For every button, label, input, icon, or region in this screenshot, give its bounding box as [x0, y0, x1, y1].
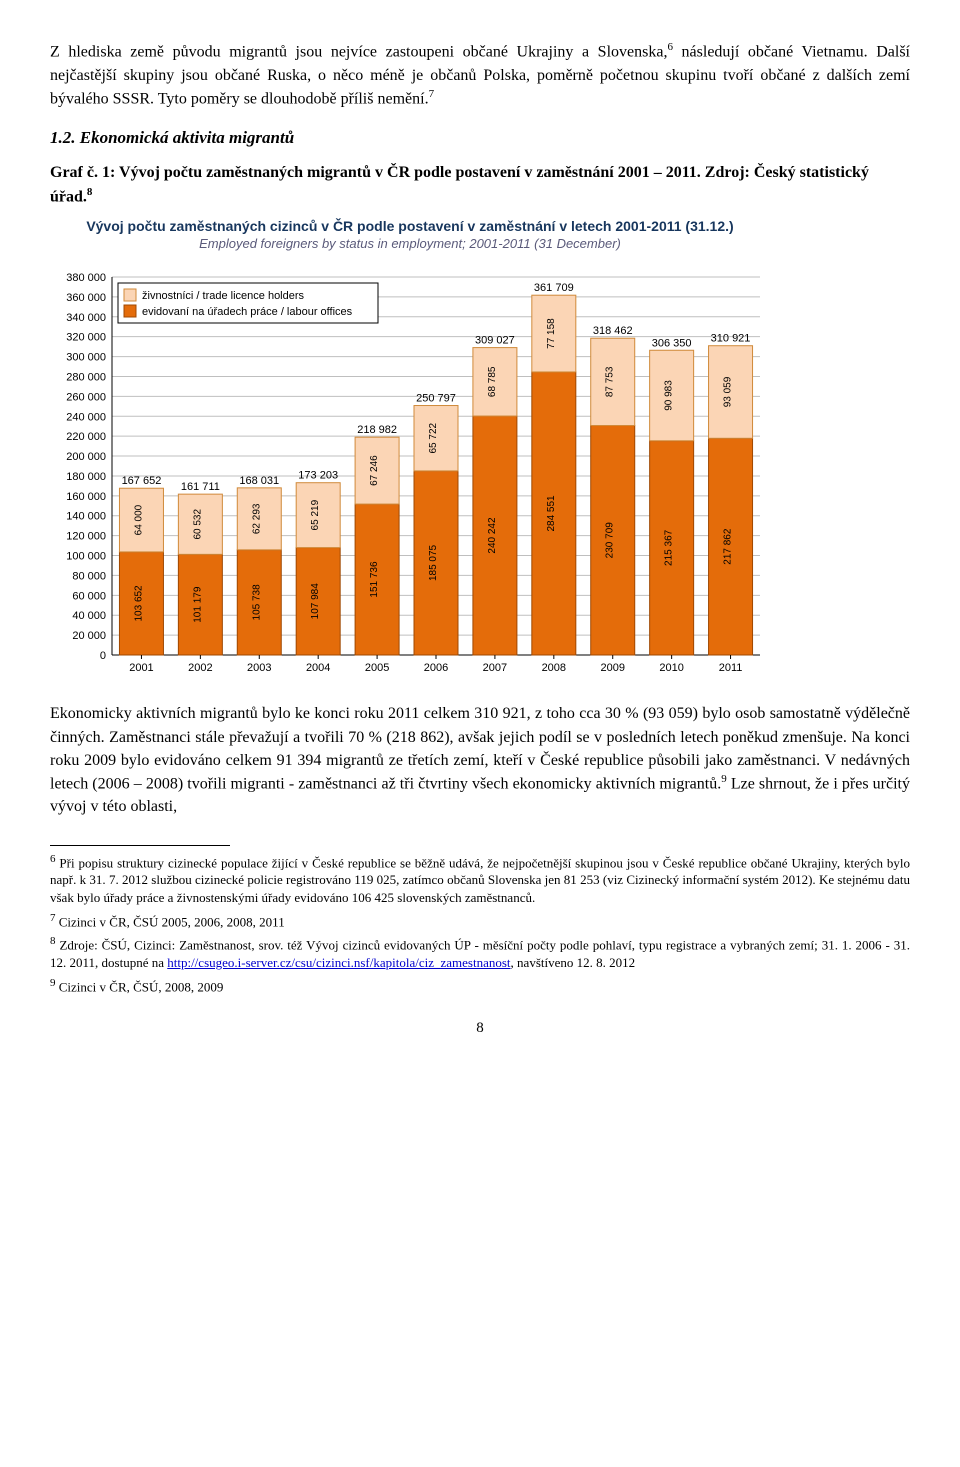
svg-text:40 000: 40 000 — [72, 611, 106, 623]
svg-text:80 000: 80 000 — [72, 571, 106, 583]
svg-text:340 000: 340 000 — [66, 312, 106, 324]
svg-text:2011: 2011 — [719, 662, 743, 674]
svg-text:90 983: 90 983 — [664, 380, 675, 411]
svg-text:380 000: 380 000 — [66, 272, 106, 284]
paragraph-body: Ekonomicky aktivních migrantů bylo ke ko… — [50, 702, 910, 818]
svg-text:68 785: 68 785 — [487, 366, 498, 397]
footnote-7: 7 Cizinci v ČR, ČSÚ 2005, 2006, 2008, 20… — [50, 911, 910, 931]
svg-text:60 532: 60 532 — [192, 509, 203, 540]
svg-text:64 000: 64 000 — [133, 505, 144, 536]
stacked-bar-chart: 0 20 000 40 000 60 000 80 000 100 000 120 000 1… — [50, 251, 770, 681]
svg-text:185 075: 185 075 — [428, 545, 439, 582]
svg-text:62 293: 62 293 — [251, 503, 262, 534]
svg-text:167 652: 167 652 — [122, 476, 162, 488]
svg-text:100 000: 100 000 — [66, 551, 106, 563]
svg-text:361 709: 361 709 — [534, 283, 574, 295]
svg-text:168 031: 168 031 — [239, 475, 279, 487]
svg-text:180 000: 180 000 — [66, 471, 106, 483]
svg-text:20 000: 20 000 — [72, 630, 106, 642]
footnote-8: 8 Zdroje: ČSÚ, Cizinci: Zaměstnanost, sr… — [50, 934, 910, 971]
svg-text:103 652: 103 652 — [133, 585, 144, 622]
svg-text:93 059: 93 059 — [723, 377, 734, 408]
svg-text:160 000: 160 000 — [66, 491, 106, 503]
svg-text:240 242: 240 242 — [487, 517, 498, 554]
footnotes-block: 6 Při popisu struktury cizinecké populac… — [50, 852, 910, 996]
svg-text:65 722: 65 722 — [428, 423, 439, 454]
footnote-6: 6 Při popisu struktury cizinecké populac… — [50, 852, 910, 907]
footnotes-rule — [50, 845, 230, 846]
svg-text:evidovaní na úřadech práce / l: evidovaní na úřadech práce / labour offi… — [142, 306, 353, 318]
svg-text:2010: 2010 — [659, 662, 683, 674]
chart-container: Vývoj počtu zaměstnaných cizinců v ČR po… — [50, 218, 770, 686]
svg-text:240 000: 240 000 — [66, 412, 106, 424]
section-heading: 1.2. Ekonomická aktivita migrantů — [50, 128, 910, 148]
paragraph-intro: Z hlediska země původu migrantů jsou nej… — [50, 40, 910, 110]
svg-text:173 203: 173 203 — [298, 470, 338, 482]
svg-text:161 711: 161 711 — [181, 481, 220, 493]
footnote-ref-7: 7 — [429, 88, 435, 100]
svg-text:151 736: 151 736 — [369, 561, 380, 598]
svg-text:107 984: 107 984 — [310, 583, 321, 620]
svg-text:320 000: 320 000 — [66, 332, 106, 344]
svg-text:77 158: 77 158 — [546, 318, 557, 349]
svg-text:215 367: 215 367 — [664, 530, 675, 567]
svg-text:0: 0 — [100, 650, 106, 662]
svg-text:2005: 2005 — [365, 662, 389, 674]
svg-text:67 246: 67 246 — [369, 455, 380, 486]
chart-caption: Graf č. 1: Vývoj počtu zaměstnaných migr… — [50, 162, 910, 208]
svg-text:101 179: 101 179 — [192, 586, 203, 623]
svg-text:300 000: 300 000 — [66, 352, 106, 364]
svg-text:140 000: 140 000 — [66, 511, 106, 523]
svg-text:60 000: 60 000 — [72, 591, 106, 603]
svg-text:2008: 2008 — [542, 662, 566, 674]
svg-text:230 709: 230 709 — [605, 522, 616, 559]
svg-text:217 862: 217 862 — [723, 528, 734, 565]
svg-text:105 738: 105 738 — [251, 584, 262, 621]
svg-text:živnostníci / trade licence ho: živnostníci / trade licence holders — [142, 290, 305, 302]
svg-text:280 000: 280 000 — [66, 372, 106, 384]
svg-text:318 462: 318 462 — [593, 326, 633, 338]
svg-text:310 921: 310 921 — [711, 333, 751, 345]
svg-text:2002: 2002 — [188, 662, 212, 674]
page-number: 8 — [50, 1020, 910, 1037]
svg-text:2003: 2003 — [247, 662, 271, 674]
svg-text:284 551: 284 551 — [546, 495, 557, 532]
svg-text:260 000: 260 000 — [66, 392, 106, 404]
footnote-ref-8: 8 — [87, 186, 93, 198]
svg-text:2004: 2004 — [306, 662, 330, 674]
svg-text:218 982: 218 982 — [357, 424, 397, 436]
svg-text:2007: 2007 — [483, 662, 507, 674]
svg-text:87 753: 87 753 — [605, 366, 616, 397]
svg-text:2006: 2006 — [424, 662, 448, 674]
svg-text:200 000: 200 000 — [66, 451, 106, 463]
svg-text:360 000: 360 000 — [66, 292, 106, 304]
para1-a: Z hlediska země původu migrantů jsou nej… — [50, 43, 667, 60]
svg-text:120 000: 120 000 — [66, 531, 106, 543]
footnote-9: 9 Cizinci v ČR, ČSÚ, 2008, 2009 — [50, 976, 910, 996]
chart-title-sub: Employed foreigners by status in employm… — [50, 236, 770, 251]
svg-text:2009: 2009 — [600, 662, 624, 674]
svg-text:309 027: 309 027 — [475, 335, 515, 347]
svg-text:65 219: 65 219 — [310, 500, 321, 531]
svg-text:2001: 2001 — [129, 662, 153, 674]
svg-text:306 350: 306 350 — [652, 338, 692, 350]
footnote-8-link[interactable]: http://csugeo.i-server.cz/csu/cizinci.ns… — [167, 955, 510, 970]
svg-text:220 000: 220 000 — [66, 431, 106, 443]
chart-title-block: Vývoj počtu zaměstnaných cizinců v ČR po… — [50, 218, 770, 251]
chart-title-main: Vývoj počtu zaměstnaných cizinců v ČR po… — [50, 218, 770, 234]
chart-caption-text: Graf č. 1: Vývoj počtu zaměstnaných migr… — [50, 164, 869, 205]
svg-text:250 797: 250 797 — [416, 393, 456, 405]
